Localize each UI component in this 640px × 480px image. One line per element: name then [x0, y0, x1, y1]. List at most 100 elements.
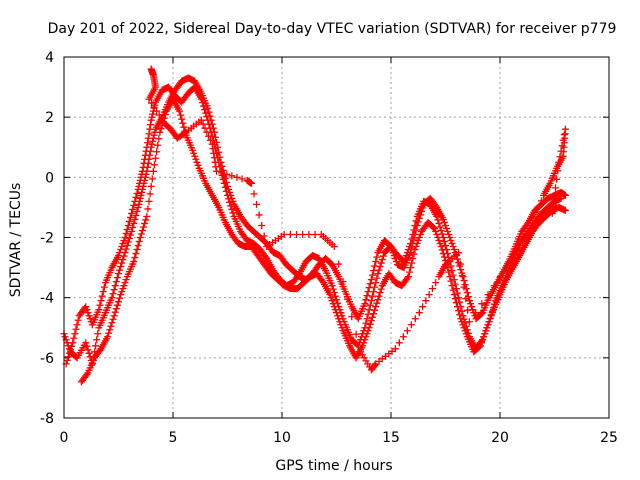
data-point [440, 218, 448, 226]
data-point [229, 197, 237, 205]
data-point [352, 330, 360, 338]
data-point [117, 246, 125, 254]
data-point [131, 254, 139, 262]
data-point [132, 211, 140, 219]
data-point [438, 246, 446, 254]
data-point [425, 291, 433, 299]
data-point [406, 268, 414, 276]
data-point [334, 312, 342, 320]
data-point [407, 321, 415, 329]
data-point [143, 212, 151, 220]
data-point [375, 292, 383, 300]
data-point [439, 250, 447, 258]
data-point [112, 278, 120, 286]
data-point [130, 258, 138, 266]
data-point [472, 309, 480, 317]
data-point [194, 161, 202, 169]
data-point [157, 125, 165, 133]
data-point [484, 291, 492, 299]
data-point [147, 182, 155, 190]
data-point [208, 140, 216, 148]
data-point [142, 216, 150, 224]
data-point [404, 273, 412, 281]
data-point [253, 200, 261, 208]
data-point [458, 318, 466, 326]
data-point [464, 306, 472, 314]
data-point [452, 299, 460, 307]
data-point [228, 172, 236, 180]
data-point [376, 289, 384, 297]
data-point [72, 325, 80, 333]
data-point [371, 361, 379, 369]
data-point [412, 243, 420, 251]
data-point [73, 321, 81, 329]
data-point [408, 235, 416, 243]
data-point [135, 200, 143, 208]
data-point [133, 189, 141, 197]
series-track-c [77, 95, 569, 386]
data-point [447, 262, 455, 270]
data-point [65, 349, 73, 357]
data-point [411, 246, 419, 254]
data-point [141, 151, 149, 159]
data-point [116, 266, 124, 274]
data-point [136, 179, 144, 187]
data-point [392, 258, 400, 266]
data-point [377, 259, 385, 267]
data-point [212, 163, 220, 171]
y-tick-label: -2 [40, 231, 54, 247]
data-point [410, 250, 418, 258]
data-point [479, 336, 487, 344]
data-point [370, 310, 378, 318]
data-point [419, 303, 427, 311]
data-point [218, 169, 226, 177]
data-point [463, 289, 471, 297]
data-point [371, 283, 379, 291]
data-point [361, 300, 369, 308]
data-point [144, 139, 152, 147]
data-point [134, 203, 142, 211]
data-point [458, 272, 466, 280]
data-point [109, 315, 117, 323]
data-point [131, 215, 139, 223]
data-point [450, 276, 458, 284]
data-point [143, 143, 151, 151]
data-point [299, 230, 307, 238]
data-point [558, 142, 566, 150]
data-point [452, 285, 460, 293]
data-point [141, 155, 149, 163]
data-point [153, 148, 161, 156]
data-point [205, 132, 213, 140]
data-point [148, 99, 156, 107]
data-point [415, 234, 423, 241]
data-point [199, 120, 207, 128]
data-point [433, 212, 441, 220]
data-point [134, 242, 142, 250]
data-point [71, 330, 79, 338]
chart-title: Day 201 of 2022, Sidereal Day-to-day VTE… [48, 21, 617, 37]
data-point [153, 107, 161, 115]
data-point [337, 321, 345, 329]
data-point [117, 263, 125, 271]
data-point [136, 176, 144, 184]
data-point [193, 158, 201, 166]
data-point [233, 173, 241, 181]
data-point [401, 255, 409, 263]
data-point [131, 197, 139, 205]
data-point [105, 329, 113, 337]
data-point [108, 294, 116, 302]
data-point [120, 282, 128, 290]
data-point [69, 339, 77, 347]
data-point [293, 230, 301, 238]
data-point [364, 327, 372, 335]
data-point [111, 308, 119, 316]
data-point [379, 252, 387, 260]
data-point [336, 318, 344, 326]
data-point [86, 315, 94, 323]
data-point [137, 173, 145, 181]
data-point [82, 339, 90, 347]
data-point [96, 301, 104, 309]
data-point [453, 289, 461, 297]
data-point [148, 175, 156, 183]
data-point [362, 296, 370, 304]
